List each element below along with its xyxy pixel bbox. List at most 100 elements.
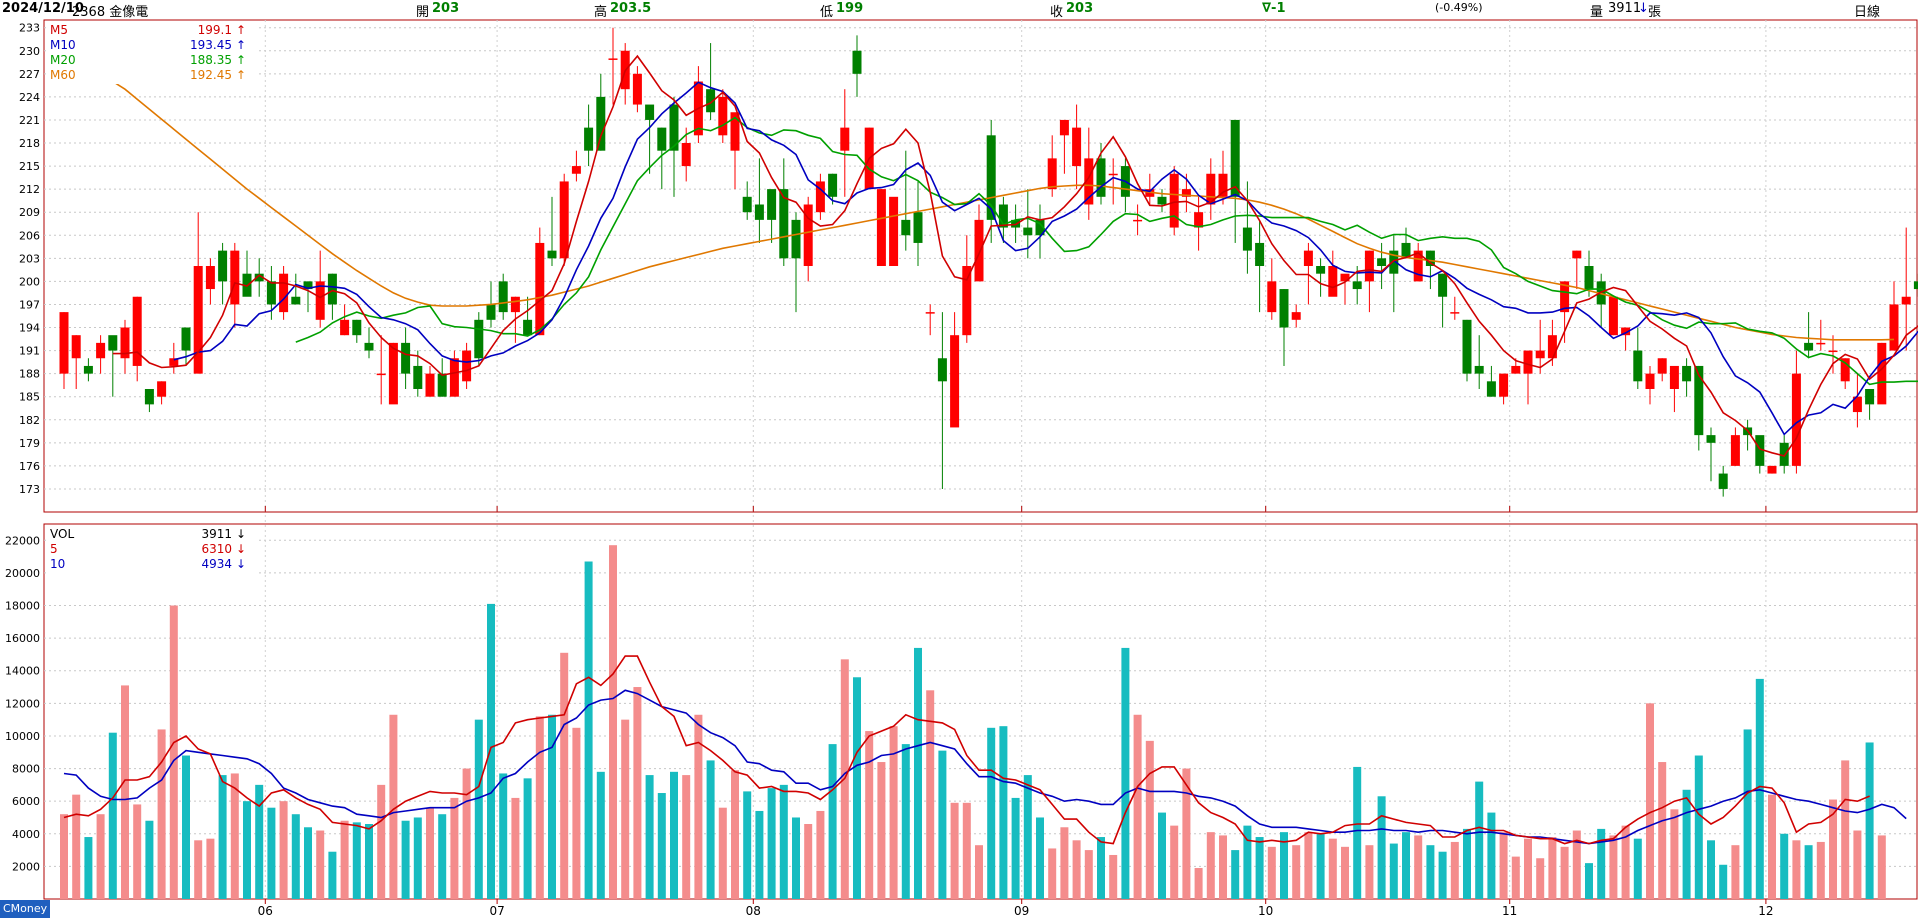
volume-ma10-line (63, 689, 1907, 845)
candle-body (1328, 266, 1338, 297)
open-label: 開 (416, 5, 430, 20)
volume-bar (633, 687, 642, 899)
candle-body (998, 204, 1008, 228)
volume-bar (596, 771, 605, 899)
candle-body (1486, 381, 1496, 397)
volume-bar (1145, 740, 1154, 899)
volume-bar (1109, 854, 1118, 899)
volume-bar (804, 824, 813, 899)
volume-bar (1023, 775, 1032, 899)
volume-bar (96, 814, 105, 899)
volume-tick-label: 14000 (5, 665, 40, 678)
candle-body (596, 96, 606, 151)
volume-bar (194, 840, 203, 899)
volume-tick-label: 12000 (5, 697, 40, 710)
x-tick-label: 07 (489, 904, 504, 918)
volume-bar (657, 793, 666, 899)
volume-bar (694, 714, 703, 899)
volume-bar (157, 729, 166, 899)
price-legend-name: M10 (50, 38, 76, 52)
candle-body (1303, 250, 1313, 266)
volume-label: 量 (1590, 5, 1604, 20)
candle-body (571, 166, 581, 174)
volume-bar (1365, 845, 1374, 899)
volume-bar (1194, 868, 1203, 899)
volume-bar (1060, 827, 1069, 899)
volume-bar (1597, 828, 1606, 899)
candle-body (1499, 373, 1509, 397)
candle-body (1059, 119, 1069, 136)
candle-body (1669, 365, 1679, 389)
volume-bar (938, 750, 947, 899)
candle-body (1389, 250, 1399, 274)
candle-body (815, 181, 825, 213)
volume-bar (511, 797, 520, 899)
volume-bar (1670, 809, 1679, 899)
volume-bar (535, 716, 544, 899)
volume-bar (1341, 846, 1349, 899)
volume-bar (255, 784, 264, 899)
stock-chart[interactable]: 173 176 179 182 185 188 191 194 197 200 203 206 209 2… (0, 18, 1918, 919)
price-tick-label: 203 (19, 252, 40, 265)
volume-bar (462, 768, 471, 899)
volume-legend-arrow: ↓ (236, 557, 246, 571)
candle-body (218, 250, 228, 282)
volume-bar (1084, 850, 1093, 899)
candle-body (510, 296, 520, 313)
price-legend-name: M60 (50, 68, 76, 82)
volume-bar (560, 652, 569, 899)
ma10-line (173, 81, 1918, 436)
candle-body (1157, 196, 1167, 205)
volume-bar (816, 810, 825, 899)
candle-body (1108, 173, 1118, 176)
candle-body (157, 381, 167, 397)
volume-legend-arrow: ↓ (236, 542, 246, 556)
candle-body (791, 219, 801, 259)
volume-bar (1658, 762, 1667, 899)
volume-bar (1267, 846, 1276, 899)
volume-bar (1768, 794, 1776, 899)
price-legend-value: 193.45 (190, 38, 232, 52)
volume-bar (340, 820, 349, 899)
volume-bar (1633, 838, 1642, 899)
volume-bar (743, 791, 752, 899)
open-value: 203 (432, 1, 460, 16)
candle-body (876, 189, 886, 266)
candle-body (486, 304, 496, 320)
candle-body (1621, 327, 1631, 336)
candle-body (1242, 227, 1252, 251)
volume-bar (1048, 848, 1057, 899)
volume-arrow: ↓ (1638, 1, 1649, 16)
volume-bar (1719, 864, 1728, 899)
price-tick-label: 179 (19, 437, 40, 450)
price-tick-label: 206 (19, 229, 40, 242)
volume-bar (487, 603, 495, 899)
volume-bar (1402, 832, 1410, 899)
volume-bar (1450, 841, 1459, 899)
price-tick-label: 194 (19, 322, 40, 335)
candle-body (1877, 342, 1887, 405)
candle-body (962, 266, 972, 336)
volume-bar (1804, 845, 1813, 899)
volume-bar (1353, 766, 1362, 899)
candle-body (1547, 335, 1557, 359)
candle-body (1255, 242, 1265, 266)
volume-bar (121, 685, 129, 899)
volume-bar (84, 837, 93, 899)
candle-body (1474, 365, 1484, 374)
candle-body (437, 373, 447, 397)
candle-body (1633, 350, 1643, 382)
volume-bar (1426, 845, 1435, 899)
candle-body (169, 358, 179, 366)
volume-bar (1328, 838, 1337, 899)
candle-body (1084, 158, 1094, 205)
candle-body (1560, 281, 1570, 313)
volume-bar (1036, 817, 1044, 899)
candle-body (315, 281, 325, 320)
volume-bar (182, 755, 190, 899)
x-tick-label: 11 (1502, 904, 1517, 918)
candle-body (1730, 435, 1740, 466)
candle-body (669, 104, 679, 151)
quote-date: 2024/12/10 (2, 1, 84, 16)
candle-body (657, 127, 667, 151)
